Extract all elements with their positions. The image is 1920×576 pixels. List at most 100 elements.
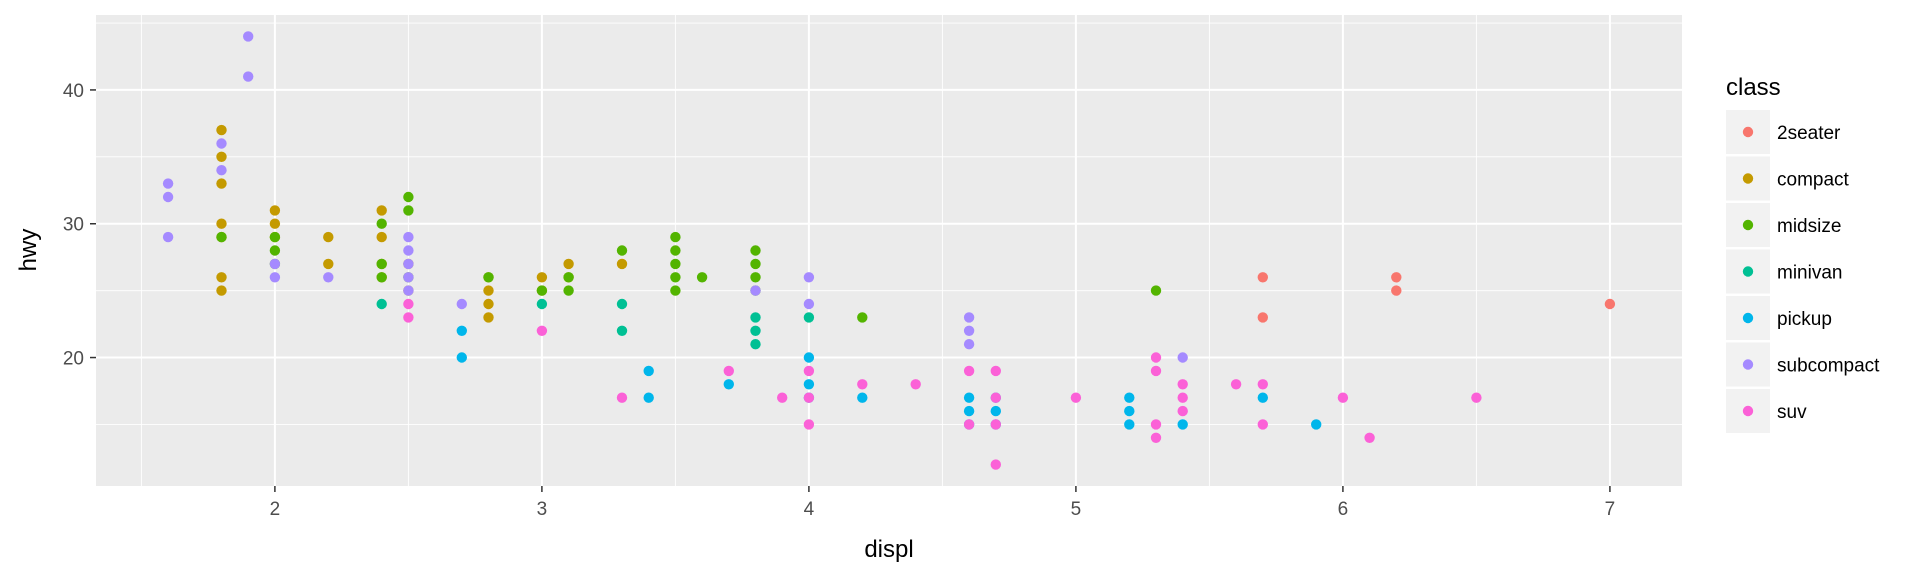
x-tick-label: 6 [1338,499,1349,520]
point-subcompact [456,298,467,310]
legend-label-pickup: pickup [1777,309,1832,330]
point-midsize [216,231,227,243]
point-midsize [670,285,681,296]
point-subcompact [269,258,281,270]
point-minivan [616,298,628,310]
point-midsize [616,245,628,256]
point-suv [990,459,1001,470]
point-suv [1257,419,1269,430]
x-axis-title: displ [864,536,913,563]
point-suv [1471,392,1482,403]
point-compact [269,218,281,229]
data-points [162,31,1616,470]
legend-label-compact: compact [1777,170,1850,191]
legend: class 2seater compact midsize minivan pickup… [1726,74,1880,433]
point-pickup [723,379,734,390]
point-midsize [857,312,868,323]
point-pickup [1124,392,1135,403]
point-minivan [750,325,761,336]
point-midsize [376,258,387,270]
point-suv [1150,432,1162,443]
legend-label-subcompact: subcompact [1777,356,1880,377]
point-pickup [803,352,815,363]
point-suv [1230,379,1242,390]
point-subcompact [803,298,815,310]
point-subcompact [803,272,815,283]
point-minivan [616,325,628,336]
point-subcompact [216,165,227,176]
legend-swatch-subcompact [1742,359,1754,370]
point-midsize [403,191,414,203]
point-pickup [1124,419,1135,430]
point-2seater [1257,312,1269,323]
point-midsize [696,272,708,283]
point-suv [803,392,815,403]
point-minivan [750,312,761,323]
legend-swatch-pickup [1742,312,1754,324]
point-pickup [643,392,654,403]
point-suv [1257,379,1269,390]
point-compact [483,312,494,323]
point-subcompact [243,71,254,82]
legend-label-minivan: minivan [1777,263,1842,284]
point-suv [990,392,1001,403]
point-subcompact [216,138,227,149]
grid-major [96,15,1682,486]
point-minivan [536,298,548,310]
point-suv [963,419,975,430]
point-suv [803,419,815,430]
legend-swatch-2seater [1742,126,1754,138]
point-subcompact [750,285,761,296]
point-pickup [1124,405,1135,417]
y-tick-label: 40 [63,81,84,102]
point-suv [1177,379,1188,390]
point-midsize [670,258,681,270]
point-midsize [1150,285,1162,296]
y-axis-title: hwy [15,229,42,272]
x-axis: 2 3 4 5 6 7 [270,486,1616,520]
point-subcompact [243,31,254,42]
point-suv [963,365,975,377]
legend-label-2seater: 2seater [1777,123,1841,144]
point-suv [1150,352,1162,363]
x-tick-label: 7 [1605,499,1616,520]
point-2seater [1604,298,1616,310]
point-subcompact [403,258,414,270]
point-midsize [563,285,574,296]
point-pickup [990,405,1001,417]
point-pickup [963,392,975,403]
point-compact [269,205,281,216]
point-compact [216,178,227,189]
point-subcompact [963,312,975,323]
point-midsize [563,272,574,283]
point-midsize [750,272,761,283]
legend-swatch-midsize [1742,219,1754,231]
point-minivan [750,339,761,350]
point-subcompact [963,325,975,336]
point-suv [910,379,921,390]
x-tick-label: 5 [1071,499,1082,520]
point-subcompact [403,285,414,296]
legend-swatch-suv [1742,405,1754,417]
point-subcompact [162,178,174,189]
y-tick-label: 20 [63,349,84,370]
point-midsize [376,218,387,229]
point-subcompact [162,191,174,203]
point-subcompact [162,231,174,243]
point-midsize [750,245,761,256]
point-compact [216,285,227,296]
point-subcompact [403,272,414,283]
point-suv [723,365,734,377]
point-pickup [456,325,467,336]
point-compact [616,258,628,270]
point-midsize [670,231,681,243]
point-midsize [376,272,387,283]
point-suv [777,392,788,403]
point-midsize [483,272,494,283]
point-minivan [376,298,387,310]
point-compact [483,298,494,310]
point-minivan [803,312,815,323]
point-suv [1150,419,1162,430]
point-subcompact [403,245,414,256]
point-suv [536,325,548,336]
